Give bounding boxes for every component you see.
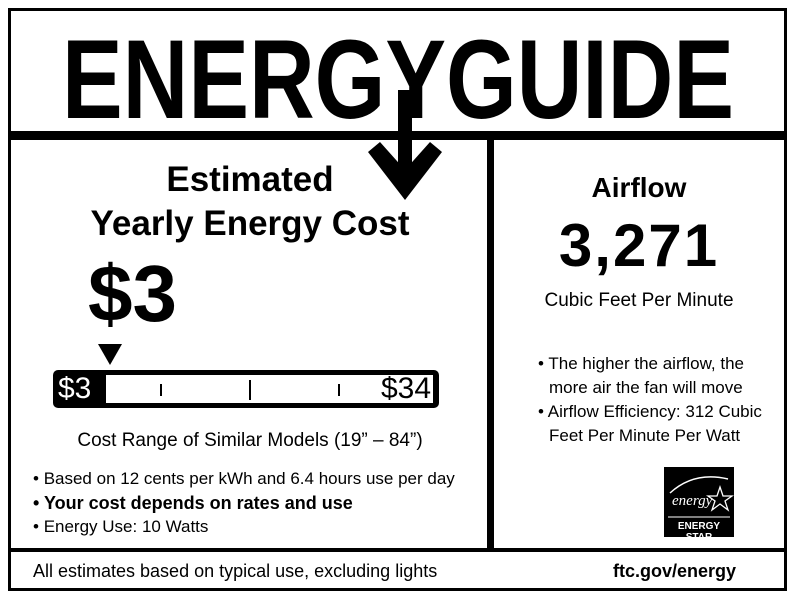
airflow-value: 3,271 (558, 212, 720, 279)
note-text: The higher the airflow, the more air the… (548, 354, 744, 397)
heading-line: Estimated (166, 160, 334, 199)
tick (160, 384, 162, 396)
note-text: Energy Use: 10 Watts (43, 517, 209, 536)
note-item: • Energy Use: 10 Watts (33, 517, 209, 536)
cost-notes: • Based on 12 cents per kWh and 6.4 hour… (33, 467, 455, 539)
airflow-notes: • The higher the airflow, the more air t… (538, 352, 778, 448)
note-item: • Based on 12 cents per kWh and 6.4 hour… (33, 469, 455, 488)
airflow-heading: Airflow (591, 172, 687, 203)
divider (8, 131, 787, 140)
energy-star-logo: energy ENERGY STAR (664, 467, 734, 543)
title-graphic: ENERGYGUIDE (62, 17, 734, 200)
ftc-link[interactable]: ftc.gov/energy (612, 561, 736, 581)
logo-script: energy (672, 493, 713, 509)
cost-indicator-icon (98, 344, 122, 365)
range-max: $34 (381, 372, 432, 405)
note-item: • The higher the airflow, the more air t… (538, 354, 744, 397)
tick (249, 380, 251, 400)
note-item: • Airflow Efficiency: 312 Cubic Feet Per… (538, 402, 762, 445)
yearly-cost: $3 (88, 249, 177, 338)
range-min: $3 (58, 372, 92, 405)
range-caption: Cost Range of Similar Models (19” – 84”) (77, 430, 423, 451)
logo-label: ENERGY STAR (677, 521, 721, 543)
note-text: Airflow Efficiency: 312 Cubic Feet Per M… (547, 402, 762, 445)
note-text: Your cost depends on rates and use (43, 493, 353, 513)
tick (338, 384, 340, 396)
divider (487, 136, 494, 552)
divider (8, 548, 787, 552)
note-item: • Your cost depends on rates and use (33, 493, 353, 513)
airflow-unit: Cubic Feet Per Minute (544, 290, 734, 311)
star-icon: energy (668, 476, 734, 518)
footer-note: All estimates based on typical use, excl… (33, 561, 438, 581)
cost-heading: Estimated Yearly Energy Cost (10, 158, 490, 246)
note-text: Based on 12 cents per kWh and 6.4 hours … (43, 469, 455, 488)
label-border (8, 8, 787, 591)
heading-line: Yearly Energy Cost (90, 204, 410, 243)
